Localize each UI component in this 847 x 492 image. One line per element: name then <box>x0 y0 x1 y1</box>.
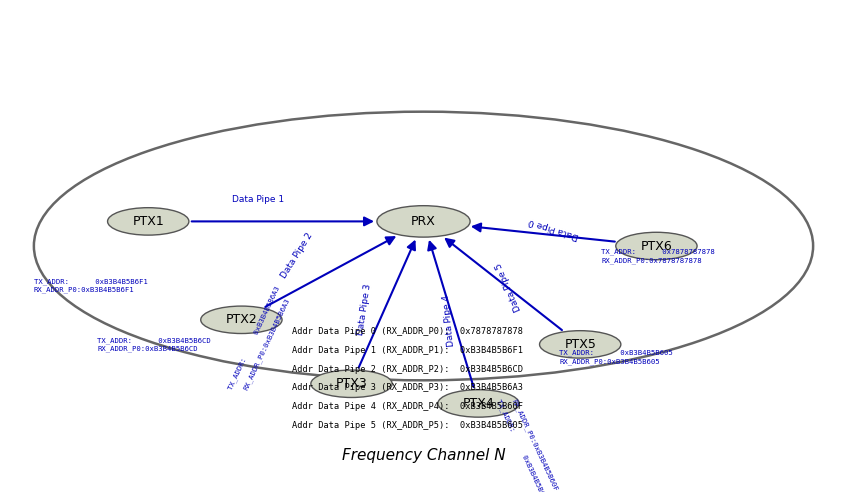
Text: Addr Data Pipe 5 (RX_ADDR_P5):  0xB3B4B5B605: Addr Data Pipe 5 (RX_ADDR_P5): 0xB3B4B5B… <box>292 421 523 430</box>
Text: Data Pipe 0: Data Pipe 0 <box>527 216 579 240</box>
Ellipse shape <box>616 232 697 260</box>
Text: Data Pipe 1: Data Pipe 1 <box>232 195 285 204</box>
Text: Frequency Channel N: Frequency Channel N <box>341 448 506 462</box>
Text: Data Pipe 2: Data Pipe 2 <box>280 231 314 280</box>
Ellipse shape <box>377 206 470 237</box>
Text: Data Pipe 5: Data Pipe 5 <box>494 261 523 313</box>
Text: Addr Data Pipe 3 (RX_ADDR_P3):  0xB3B4B5B6A3: Addr Data Pipe 3 (RX_ADDR_P3): 0xB3B4B5B… <box>292 383 523 392</box>
Text: RX_ADDR_P0:0xB3B4B5B6A3: RX_ADDR_P0:0xB3B4B5B6A3 <box>242 297 291 391</box>
Text: Addr Data Pipe 4 (RX_ADDR_P4):  0xB3B4B5B60F: Addr Data Pipe 4 (RX_ADDR_P4): 0xB3B4B5B… <box>292 402 523 411</box>
Ellipse shape <box>438 390 519 417</box>
Text: Addr Data Pipe 2 (RX_ADDR_P2):  0xB3B4B5B6CD: Addr Data Pipe 2 (RX_ADDR_P2): 0xB3B4B5B… <box>292 365 523 373</box>
Text: TX_ADDR:      0xB3B4B5B6CD
RX_ADDR_P0:0xB3B4B5B6CD: TX_ADDR: 0xB3B4B5B6CD RX_ADDR_P0:0xB3B4B… <box>97 337 211 352</box>
Text: PTX2: PTX2 <box>225 313 257 326</box>
Text: TX_ADDR:      0xB3B4B5B6A3: TX_ADDR: 0xB3B4B5B6A3 <box>227 285 281 391</box>
Text: PTX5: PTX5 <box>564 338 596 351</box>
Text: Data Pipe 3: Data Pipe 3 <box>356 283 373 336</box>
Text: Addr Data Pipe 0 (RX_ADDR_P0):  0x7878787878: Addr Data Pipe 0 (RX_ADDR_P0): 0x7878787… <box>292 327 523 336</box>
Ellipse shape <box>201 306 282 334</box>
Text: Data Pipe 4: Data Pipe 4 <box>441 294 456 346</box>
Text: PRX: PRX <box>411 215 436 228</box>
Text: RX_ADDR_P0:0xB3B4B5B60F: RX_ADDR_P0:0xB3B4B5B60F <box>511 398 559 492</box>
Text: TX_ADDR:      0x7878787878
RX_ADDR_P0:0x7878787878: TX_ADDR: 0x7878787878 RX_ADDR_P0:0x78787… <box>601 248 715 264</box>
Ellipse shape <box>108 208 189 235</box>
Text: Addr Data Pipe 1 (RX_ADDR_P1):  0xB3B4B5B6F1: Addr Data Pipe 1 (RX_ADDR_P1): 0xB3B4B5B… <box>292 346 523 355</box>
Text: TX_ADDR:      0xB3B4B5B605
RX_ADDR_P0:0xB3B4B5B605: TX_ADDR: 0xB3B4B5B605 RX_ADDR_P0:0xB3B4B… <box>559 349 673 365</box>
Text: TX_ADDR:      0xB3B4B5B60F: TX_ADDR: 0xB3B4B5B60F <box>495 398 550 492</box>
Text: PTX3: PTX3 <box>335 377 368 390</box>
Text: PTX6: PTX6 <box>640 240 673 252</box>
Ellipse shape <box>311 370 392 398</box>
Ellipse shape <box>540 331 621 358</box>
Text: PTX4: PTX4 <box>462 397 495 410</box>
Text: TX_ADDR:      0xB3B4B5B6F1
RX_ADDR_P0:0xB3B4B5B6F1: TX_ADDR: 0xB3B4B5B6F1 RX_ADDR_P0:0xB3B4B… <box>34 278 147 293</box>
Text: PTX1: PTX1 <box>132 215 164 228</box>
